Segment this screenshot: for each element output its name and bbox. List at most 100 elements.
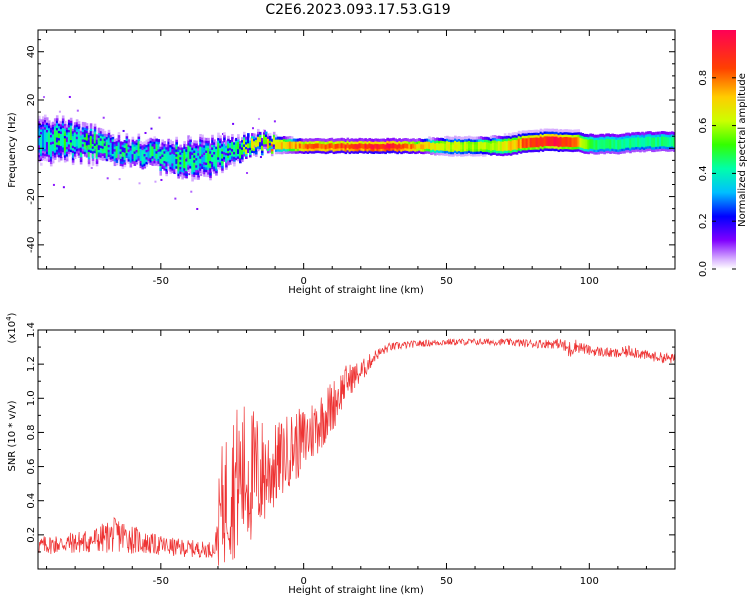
heatmap-cell	[121, 146, 125, 150]
heatmap-cell	[153, 141, 157, 145]
heatmap-cell	[71, 157, 75, 161]
heatmap-cell	[412, 140, 415, 144]
heatmap-cell	[173, 158, 176, 162]
heatmap-cell	[316, 142, 320, 146]
heatmap-cell	[57, 127, 61, 131]
heatmap-cell	[135, 139, 139, 143]
colorbar-tick-label: 0.8	[698, 70, 709, 86]
heatmap-cell	[456, 138, 459, 142]
heatmap-cell	[469, 146, 473, 150]
heatmap-cell	[199, 148, 202, 152]
heatmap-cell	[99, 154, 103, 158]
heatmap-cell	[79, 134, 83, 138]
heatmap-cell	[177, 151, 180, 155]
heatmap-cell	[95, 136, 99, 140]
heatmap-cell	[344, 146, 348, 150]
heatmap-cell	[145, 161, 149, 165]
heatmap-cell	[165, 146, 168, 150]
heatmap-cell	[247, 135, 250, 139]
heatmap-cell	[384, 146, 387, 150]
heatmap-cell	[197, 164, 200, 168]
heatmap-cell	[49, 134, 53, 138]
heatmap-cell	[213, 151, 216, 155]
heatmap-cell	[521, 142, 525, 146]
heatmap-cell	[215, 167, 218, 171]
heatmap-cell	[67, 131, 71, 135]
heatmap-cell	[539, 145, 543, 149]
heatmap-cell	[452, 136, 455, 140]
heatmap-cell	[567, 139, 571, 143]
heatmap-cell	[511, 146, 515, 150]
heatmap-cell	[348, 139, 352, 143]
heatmap-cell	[438, 140, 441, 144]
heatmap-cell	[350, 138, 354, 142]
heatmap-cell	[193, 169, 196, 173]
heatmap-cell	[374, 148, 378, 152]
heatmap-cell	[533, 132, 537, 136]
heatmap-cell	[569, 146, 573, 150]
heatmap-cell	[83, 134, 87, 138]
heatmap-cell	[471, 139, 475, 143]
heatmap-cell	[61, 137, 65, 141]
heatmap-cell	[63, 132, 67, 136]
heatmap-cell	[426, 141, 429, 145]
heatmap-cell	[205, 174, 208, 178]
heatmap-cell	[523, 140, 527, 144]
heatmap-cell	[543, 128, 547, 132]
heatmap-cell	[99, 147, 103, 151]
heatmap-cell	[163, 155, 166, 159]
heatmap-cell	[609, 146, 612, 150]
heatmap-cell	[491, 144, 495, 148]
heatmap-cell	[288, 143, 292, 147]
heatmap-cell	[366, 148, 370, 152]
heatmap-cell	[436, 151, 439, 155]
heatmap-cell	[376, 145, 379, 149]
heatmap-cell	[246, 172, 249, 174]
heatmap-cell	[77, 125, 81, 129]
heatmap-cell	[217, 139, 220, 143]
heatmap-cell	[440, 152, 443, 156]
heatmap-cell	[316, 150, 320, 154]
heatmap-cell	[276, 151, 280, 155]
heatmap-cell	[404, 140, 407, 144]
heatmap-cell	[211, 137, 214, 141]
heatmap-cell	[454, 142, 457, 146]
heatmap-cell	[103, 130, 107, 134]
heatmap-cell	[418, 150, 421, 154]
heatmap-cell	[637, 134, 640, 138]
heatmap-cell	[643, 137, 646, 141]
y-tick-label: 20	[26, 94, 37, 107]
heatmap-cell	[199, 153, 202, 157]
heatmap-cell	[432, 144, 435, 148]
heatmap-cell	[326, 150, 330, 154]
heatmap-cell	[635, 131, 638, 135]
heatmap-cell	[41, 157, 45, 161]
heatmap-cell	[535, 144, 539, 148]
heatmap-cell	[185, 151, 188, 155]
heatmap-cell	[579, 144, 583, 148]
heatmap-cell	[430, 152, 433, 156]
heatmap-cell	[223, 156, 226, 160]
heatmap-cell	[527, 134, 531, 138]
heatmap-cell	[631, 146, 634, 150]
heatmap-cell	[420, 141, 423, 145]
heatmap-cell	[599, 141, 602, 145]
heatmap-cell	[442, 138, 445, 142]
heatmap-cell	[384, 139, 387, 143]
heatmap-cell	[483, 148, 487, 152]
heatmap-cell	[392, 149, 395, 153]
heatmap-cell	[131, 158, 135, 162]
heatmap-cell	[107, 153, 111, 157]
heatmap-cell	[197, 157, 200, 161]
heatmap-cell	[663, 133, 666, 137]
heatmap-cell	[169, 151, 172, 155]
heatmap-cell	[416, 150, 419, 154]
heatmap-cell	[563, 134, 567, 138]
heatmap-cell	[245, 139, 248, 143]
heatmap-cell	[479, 153, 483, 157]
heatmap-cell	[75, 143, 79, 147]
heatmap-cell	[370, 150, 374, 154]
heatmap-cell	[553, 143, 557, 147]
heatmap-cell	[181, 176, 184, 180]
heatmap-cell	[45, 153, 49, 157]
